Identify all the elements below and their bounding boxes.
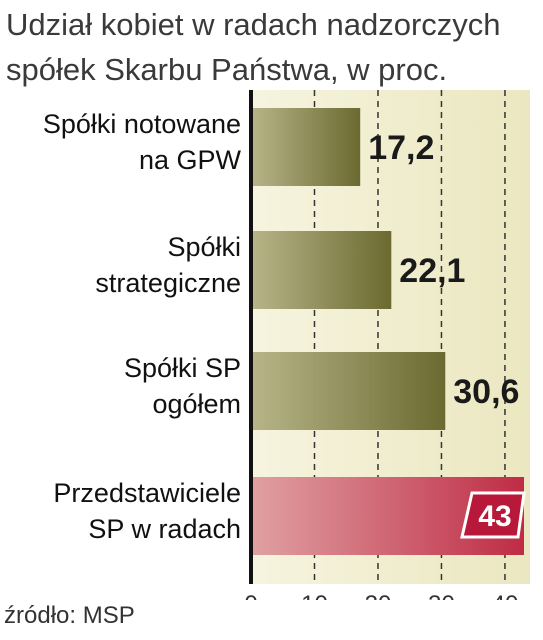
value-label-2: 22,1	[399, 252, 465, 290]
category-label-3-line-1: Spółki SP	[124, 353, 241, 383]
chart-title-line-2: spółek Skarbu Państwa, w proc.	[6, 52, 448, 87]
value-label-4: 43	[478, 500, 511, 533]
category-label-4-line-1: Przedstawiciele	[53, 478, 241, 508]
category-label-2-line-2: strategiczne	[95, 268, 241, 298]
value-label-1: 17,2	[368, 129, 434, 167]
value-label-box	[460, 491, 526, 539]
x-tick-label-30: 30	[428, 591, 455, 600]
value-label-3: 30,6	[453, 373, 519, 411]
x-tick-label-40: 40	[492, 591, 519, 600]
x-tick-label-20: 20	[365, 591, 392, 600]
bar-2	[251, 231, 392, 309]
bar-chart: 0 10 20 30 40 Spółki notowane na GPW 17,2 Spółki…	[43, 90, 530, 600]
x-tick-label-0: 0	[244, 591, 257, 600]
category-label-4-line-2: SP w radach	[88, 514, 241, 544]
bar-1	[251, 108, 361, 186]
source-note: źródło: MSP	[4, 602, 135, 629]
chart-title-line-1: Udział kobiet w radach nadzorczych	[6, 7, 501, 42]
bar-3	[251, 352, 446, 430]
category-label-3-line-2: ogółem	[152, 389, 241, 419]
category-label-1-line-2: na GPW	[139, 145, 242, 175]
chart-title: Udział kobiet w radach nadzorczych spółe…	[6, 2, 536, 92]
category-label-1-line-1: Spółki notowane	[43, 109, 241, 139]
x-tick-label-10: 10	[301, 591, 328, 600]
category-label-2-line-1: Spółki	[167, 232, 241, 262]
